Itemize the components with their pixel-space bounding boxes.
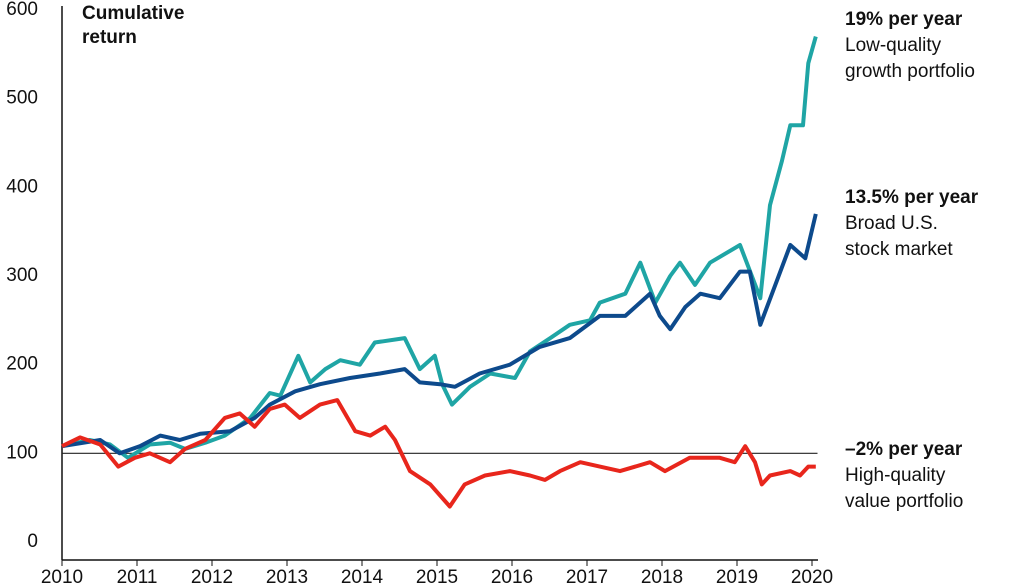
x-tick-label: 2019 (716, 567, 758, 588)
annotation-label: Low-quality (845, 35, 942, 56)
x-tick-label: 2012 (191, 567, 233, 588)
series-line (61, 36, 818, 460)
y-tick-label: 200 (6, 354, 38, 375)
annotation-rate: –2% per year (845, 439, 963, 460)
series-line (61, 398, 816, 509)
x-tick-label: 2020 (791, 567, 833, 588)
x-tick-label: 2015 (416, 567, 458, 588)
annotation-label: Broad U.S. (845, 213, 938, 234)
x-tick-label: 2011 (117, 567, 158, 588)
series-line (61, 213, 818, 456)
y-tick-label: 100 (6, 442, 38, 463)
x-tick-label: 2016 (491, 567, 533, 588)
y-tick-label: 300 (6, 265, 38, 286)
annotation-label: stock market (845, 239, 953, 260)
y-tick-label: 0 (27, 531, 38, 552)
y-tick-label: 400 (6, 176, 38, 197)
x-tick-label: 2014 (341, 567, 384, 588)
annotation-label: value portfolio (845, 491, 963, 512)
annotation-label: growth portfolio (845, 61, 975, 82)
y-axis-label: Cumulative (82, 3, 184, 24)
y-axis-label: return (82, 27, 137, 48)
y-tick-label: 500 (6, 88, 38, 109)
annotation-rate: 13.5% per year (845, 187, 979, 208)
annotation-rate: 19% per year (845, 9, 963, 30)
x-tick-label: 2017 (566, 567, 608, 588)
x-tick-label: 2018 (641, 567, 683, 588)
x-tick-label: 2013 (266, 567, 308, 588)
y-tick-label: 600 (6, 0, 38, 20)
annotation-label: High-quality (845, 465, 946, 486)
x-tick-label: 2010 (41, 567, 83, 588)
